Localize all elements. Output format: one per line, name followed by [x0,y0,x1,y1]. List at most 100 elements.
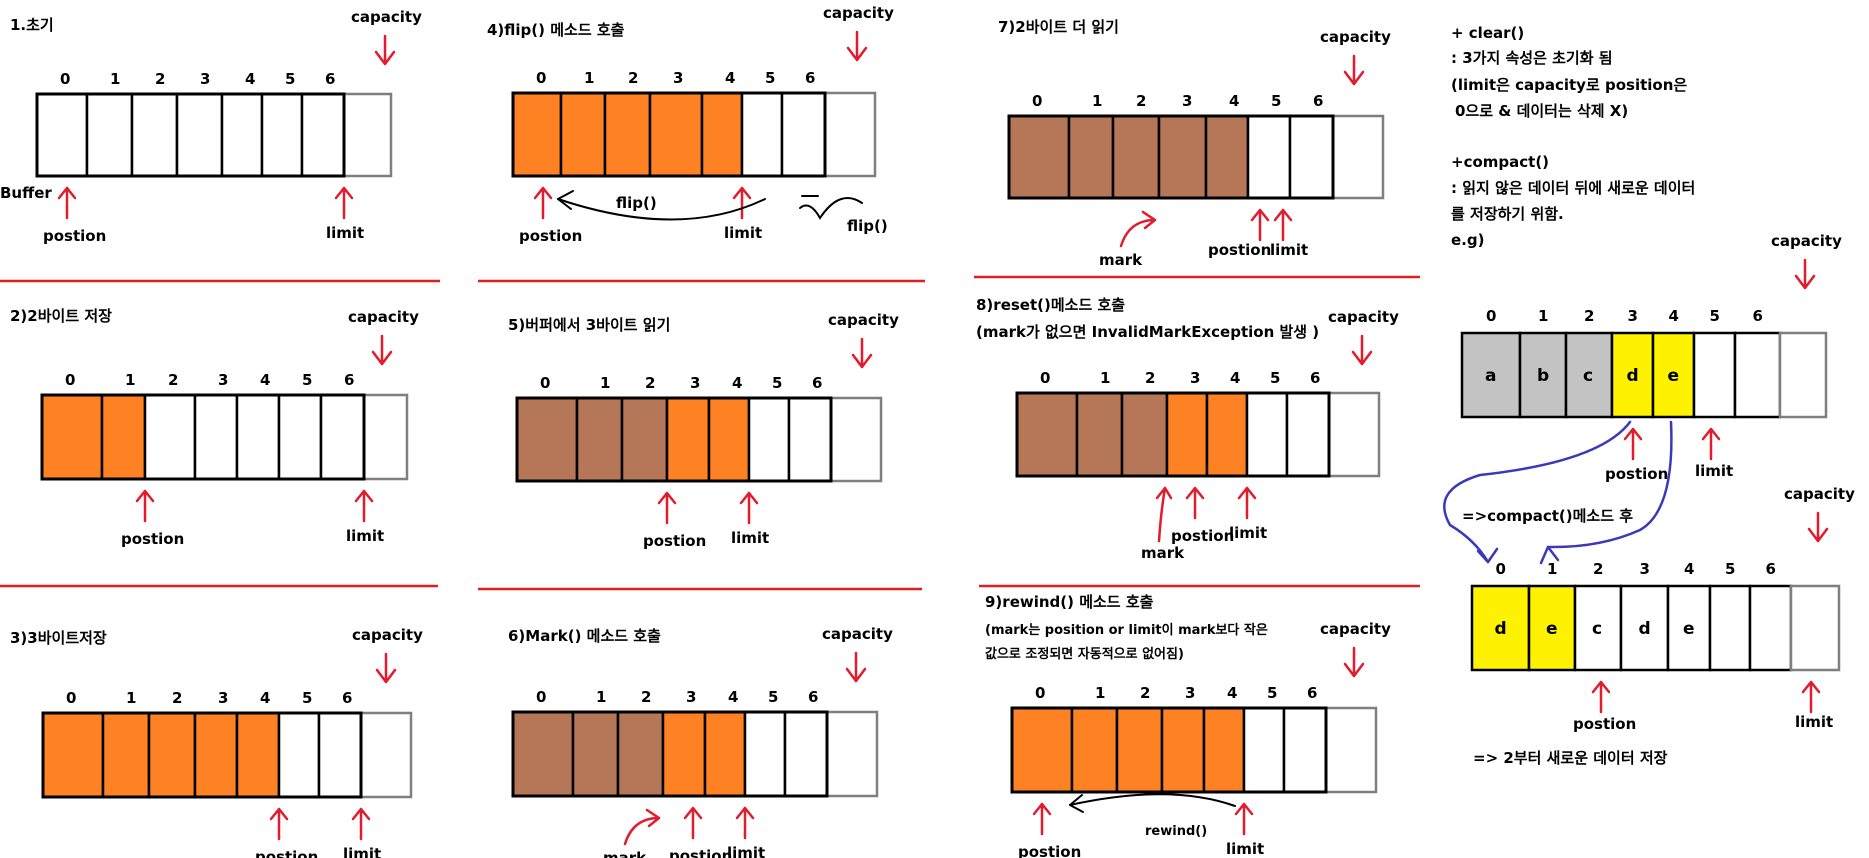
flip-squiggle [799,197,863,220]
cell-index: 1 [125,371,135,389]
mark-label: mark [1099,251,1143,269]
rewind-curve-arrow [1069,793,1236,807]
buffer-outline [511,91,827,178]
buffer-cell [35,92,89,178]
limit-arrow [1801,680,1821,714]
buffer-cell [260,92,304,178]
cell-index: 2 [641,688,651,706]
panel-7: 3)3바이트저장 0 1 2 3 4 5 6 capacity postion limit [10,626,423,858]
cell-index: 0 [65,371,75,389]
capacity-label: capacity [1320,28,1391,46]
cell-index: 2 [628,69,638,87]
limit-label: limit [1226,840,1264,858]
cell-index: 6 [1307,684,1317,702]
buffer-cell [220,92,264,178]
buffer-cell [1242,706,1286,794]
panel-subtitle-2: 값으로 조정되면 자동적으로 없어짐) [985,646,1184,662]
cell-value: e [1683,619,1695,639]
compact-before-buffer: a b c d e 0 1 2 3 4 5 6 capacity postion limit [1460,232,1842,483]
position-arrow [533,186,553,220]
panel-1: 1.초기 0 1 2 3 4 5 6 capacity postion limit Buffer [0,8,422,245]
buffer-cell [648,91,704,178]
clear-line-3: 0으로 & 데이터는 삭제 X) [1455,102,1628,120]
cell-index: 5 [285,70,295,88]
compact-after-buffer: d e c d e 0 1 2 3 4 5 6 capacity postion limit [1470,485,1855,733]
buffer-cell [1204,114,1250,200]
mark-arrow [1119,210,1157,248]
cell-index: 5 [768,688,778,706]
position-arrow [683,806,703,840]
capacity-cell [342,92,393,178]
limit-arrow [732,186,752,220]
cell-index: 3 [690,374,700,392]
capacity-label: capacity [828,311,899,329]
cell-index: 6 [325,70,335,88]
cell-index: 4 [725,69,735,87]
cell-index: 2 [155,70,165,88]
clear-line-1: : 3가지 속성은 초기화 됨 [1451,49,1613,67]
limit-label: limit [326,224,364,242]
buffer-cell [277,711,321,799]
buffer-cell [616,710,665,798]
clear-line-2: (limit은 capacity로 position은 [1451,76,1687,94]
capacity-label: capacity [348,308,419,326]
buffer-cell [1007,114,1071,200]
cell-index: 5 [1270,369,1280,387]
cell-index: 2 [1593,560,1603,578]
capacity-label: capacity [1328,308,1399,326]
buffer-outline [1010,706,1328,794]
capacity-cell [359,711,413,799]
buffer-cell [235,711,281,799]
cell-index: 4 [1230,369,1240,387]
rewind-arrow-group: rewind() [1069,793,1236,839]
buffer-cell [575,396,624,483]
capacity-arrow [1343,54,1365,86]
limit-label: limit [727,844,765,858]
cell-index: 2 [172,689,182,707]
panel-title: 1.초기 [10,16,54,34]
cell-index: 0 [536,69,546,87]
buffer-cell [780,91,827,178]
cell-index: 0 [1040,369,1050,387]
buffer-outline [35,92,346,178]
cell-index: 2 [1584,307,1594,325]
buffer-cell [1733,331,1782,419]
flip-curve-arrow [557,198,766,221]
cell-index: 2 [1140,684,1150,702]
buffer-cell [700,91,744,178]
buffer-cell [1564,331,1614,419]
cell-index: 5 [765,69,775,87]
cell-index: 4 [1227,684,1237,702]
buffer-cell [740,91,784,178]
limit-arrow [1234,802,1254,836]
position-label: postion [1171,527,1234,545]
cell-index: 4 [1684,560,1694,578]
panel-6: 8)reset()메소드 호출 (mark가 없으면 InvalidMarkExc… [976,296,1399,562]
capacity-cell [1778,331,1828,419]
limit-arrow [351,807,371,841]
buffer-cell [101,711,151,799]
buffer-cell [40,393,104,481]
buffer-cell [747,396,791,483]
position-label: postion [519,227,582,245]
cell-index: 0 [1486,307,1496,325]
cell-index: 6 [1766,560,1776,578]
panel-5: 5)버퍼에서 3바이트 읽기 0 1 2 3 4 5 6 capacity postion limi… [508,311,899,550]
buffer-cell [1245,391,1289,478]
buffer-outline [41,711,363,799]
capacity-cell [1331,114,1385,200]
buffer-outline [1015,391,1331,478]
cell-index: 4 [1669,307,1679,325]
cell-index: 6 [1753,307,1763,325]
buffer-cell [665,396,711,483]
cell-index: 3 [1190,369,1200,387]
position-label: postion [121,530,184,548]
buffer-cell [1246,114,1292,200]
buffer-cell [783,710,829,798]
cell-index: 1 [600,374,610,392]
buffer-cell [515,396,579,483]
cell-index: 5 [1725,560,1735,578]
mark-label: mark [1141,544,1185,562]
clear-title: + clear() [1451,24,1524,42]
